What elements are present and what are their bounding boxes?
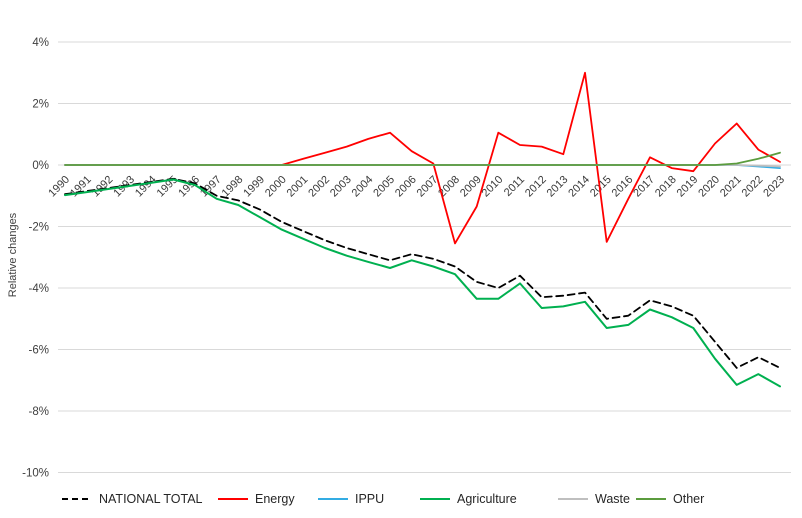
waste-line-swatch-icon bbox=[558, 496, 588, 502]
legend-item-other: Other bbox=[636, 489, 704, 509]
x-tick-label: 2020 bbox=[696, 174, 722, 200]
x-tick-label: 2001 bbox=[285, 174, 311, 200]
y-tick-label: -8% bbox=[29, 406, 49, 418]
x-tick-label: 1992 bbox=[90, 174, 116, 200]
series-line-national-total bbox=[64, 177, 781, 369]
x-tick-label: 2023 bbox=[761, 174, 787, 200]
legend-item-energy: Energy bbox=[218, 489, 295, 509]
legend-label-waste: Waste bbox=[595, 492, 630, 506]
x-tick-label: 1998 bbox=[220, 174, 246, 200]
x-tick-label: 2012 bbox=[523, 174, 549, 200]
energy-line-swatch-icon bbox=[218, 496, 248, 502]
x-tick-label: 2019 bbox=[675, 174, 701, 200]
x-tick-label: 2018 bbox=[653, 174, 679, 200]
x-tick-label: 2004 bbox=[350, 174, 376, 200]
x-tick-label: 2002 bbox=[306, 174, 332, 200]
x-tick-label: 1999 bbox=[241, 174, 267, 200]
national-total-line-swatch-icon bbox=[62, 496, 92, 502]
y-tick-label: -6% bbox=[29, 345, 49, 357]
legend-label-ippu: IPPU bbox=[355, 492, 385, 506]
legend-item-waste: Waste bbox=[558, 489, 630, 509]
legend-item-agriculture: Agriculture bbox=[420, 489, 517, 509]
x-tick-label: 2014 bbox=[566, 174, 592, 200]
x-tick-label: 2011 bbox=[502, 174, 527, 199]
legend-item-national-total: NATIONAL TOTAL bbox=[62, 489, 203, 509]
legend-item-ippu: IPPU bbox=[318, 489, 384, 509]
x-tick-label: 2021 bbox=[718, 174, 744, 200]
series-line-other bbox=[64, 151, 781, 166]
x-tick-label: 1994 bbox=[133, 174, 159, 200]
x-tick-label: 2003 bbox=[328, 174, 354, 200]
x-tick-label: 2010 bbox=[480, 174, 506, 200]
x-tick-label: 2016 bbox=[610, 174, 636, 200]
x-tick-label: 2000 bbox=[263, 174, 289, 200]
series-line-energy bbox=[64, 71, 781, 245]
agriculture-line-swatch-icon bbox=[420, 496, 450, 502]
y-tick-label: 2% bbox=[32, 99, 49, 111]
legend-label-agriculture: Agriculture bbox=[457, 492, 517, 506]
y-tick-label: 0% bbox=[32, 160, 49, 172]
x-tick-label: 2006 bbox=[393, 174, 419, 200]
y-tick-label: 4% bbox=[32, 37, 49, 49]
legend: NATIONAL TOTAL Energy IPPU Agriculture Waste… bbox=[0, 489, 802, 511]
ippu-line-swatch-icon bbox=[318, 496, 348, 502]
legend-label-national-total: NATIONAL TOTAL bbox=[99, 492, 203, 506]
y-axis-title: Relative changes bbox=[7, 212, 19, 298]
series-line-agriculture bbox=[64, 178, 781, 388]
x-tick-label: 1991 bbox=[68, 174, 94, 200]
legend-label-other: Other bbox=[673, 492, 705, 506]
x-tick-label: 1995 bbox=[155, 174, 181, 200]
other-line-swatch-icon bbox=[636, 496, 666, 502]
x-tick-label: 2005 bbox=[371, 174, 397, 200]
line-chart: 4%2%0%-2%-4%-6%-8%-10%199019911992199319… bbox=[22, 37, 791, 480]
y-tick-label: -2% bbox=[29, 222, 49, 234]
legend-label-energy: Energy bbox=[255, 492, 295, 506]
x-tick-label: 2022 bbox=[740, 174, 766, 200]
y-tick-label: -10% bbox=[22, 468, 49, 480]
y-tick-label: -4% bbox=[29, 283, 49, 295]
x-tick-label: 2013 bbox=[545, 174, 571, 200]
